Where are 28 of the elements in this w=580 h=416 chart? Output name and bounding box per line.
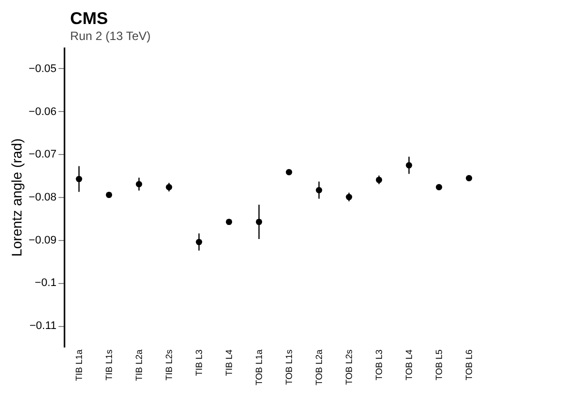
x-tick-label: TOB L4	[404, 350, 414, 380]
x-tick-label: TOB L1a	[254, 350, 264, 386]
x-tick-label: TOB L2a	[314, 350, 324, 386]
text: Run 2 (13 TeV)	[70, 29, 151, 43]
x-tick-label: TIB L3	[194, 350, 204, 376]
point	[466, 174, 472, 182]
y-tick-label: −0.07	[28, 148, 56, 161]
point	[286, 168, 292, 176]
x-tick-label: TOB L3	[374, 350, 384, 380]
y-tick-label: −0.11	[29, 320, 56, 332]
x-tick-label: TOB L5	[434, 350, 444, 380]
x-tick-label: TOB L1s	[284, 349, 294, 385]
y-tick-label: −0.1	[34, 277, 56, 290]
x-tick-label: TOB L2s	[344, 349, 354, 385]
x-tick-label: TIB L2s	[164, 349, 174, 381]
x-tick-label: TIB L4	[224, 350, 234, 376]
y-tick-label: −0.05	[28, 62, 56, 75]
y-tick-label: −0.08	[28, 192, 56, 204]
y-axis-title: Lorentz angle (rad)	[8, 138, 25, 257]
point	[436, 184, 442, 190]
x-tick-label: TOB L6	[464, 350, 474, 380]
y-tick-label: −0.06	[28, 106, 56, 118]
x-tick-label: TIB L1a	[74, 350, 84, 382]
point	[106, 192, 112, 198]
x-tick-label: TIB L1s	[104, 349, 114, 381]
chart-title: CMS	[70, 9, 108, 28]
x-tick-label: TIB L2a	[134, 350, 144, 382]
y-tick-label: −0.09	[28, 234, 56, 246]
